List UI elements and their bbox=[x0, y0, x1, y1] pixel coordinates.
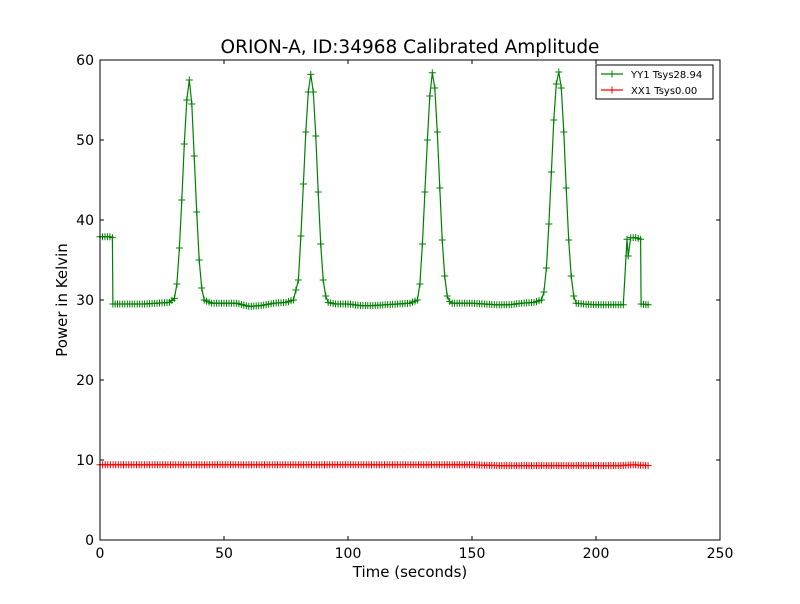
x-axis-label: Time (seconds) bbox=[352, 563, 468, 581]
chart-title: ORION-A, ID:34968 Calibrated Amplitude bbox=[221, 37, 600, 58]
legend-label: YY1 Tsys28.94 bbox=[630, 70, 702, 81]
data-point bbox=[433, 128, 441, 136]
data-point bbox=[431, 84, 439, 92]
y-tick-label: 0 bbox=[85, 533, 94, 549]
y-tick-label: 60 bbox=[76, 53, 94, 69]
data-point bbox=[299, 180, 307, 188]
data-point bbox=[537, 296, 545, 304]
data-point bbox=[297, 232, 305, 240]
data-point bbox=[552, 80, 560, 88]
data-point bbox=[185, 76, 193, 84]
data-point bbox=[292, 286, 300, 294]
data-point bbox=[567, 272, 575, 280]
data-point bbox=[175, 244, 183, 252]
data-point bbox=[441, 272, 449, 280]
data-point bbox=[309, 88, 317, 96]
data-point bbox=[188, 100, 196, 108]
data-point bbox=[637, 235, 645, 243]
data-point bbox=[570, 292, 578, 300]
series-markers bbox=[96, 68, 652, 310]
data-point bbox=[193, 208, 201, 216]
data-point bbox=[550, 116, 558, 124]
series-layer bbox=[96, 68, 652, 470]
data-point bbox=[623, 235, 631, 243]
legend: YY1 Tsys28.94 XX1 Tsys0.00 bbox=[595, 64, 714, 100]
data-point bbox=[322, 292, 330, 300]
data-point bbox=[173, 280, 181, 288]
data-point bbox=[170, 294, 178, 302]
data-point bbox=[319, 276, 327, 284]
data-point bbox=[423, 136, 431, 144]
data-point bbox=[562, 184, 570, 192]
data-point bbox=[540, 288, 548, 296]
data-point bbox=[436, 184, 444, 192]
data-point bbox=[443, 292, 451, 300]
data-point bbox=[565, 236, 573, 244]
data-point bbox=[619, 301, 627, 309]
data-point bbox=[644, 301, 652, 309]
data-point bbox=[557, 84, 565, 92]
x-tick-label: 250 bbox=[707, 546, 734, 562]
data-point bbox=[542, 264, 550, 272]
data-point bbox=[195, 256, 203, 264]
y-tick-label: 50 bbox=[76, 133, 94, 149]
data-point bbox=[555, 68, 563, 76]
legend-label: XX1 Tsys0.00 bbox=[631, 86, 697, 97]
data-point bbox=[421, 188, 429, 196]
data-point bbox=[190, 152, 198, 160]
data-point bbox=[198, 284, 206, 292]
x-tick-label: 100 bbox=[335, 546, 362, 562]
data-point bbox=[418, 240, 426, 248]
data-point bbox=[307, 70, 315, 78]
data-point bbox=[428, 69, 436, 77]
data-point bbox=[438, 236, 446, 244]
legend-box bbox=[595, 64, 714, 100]
data-point bbox=[312, 132, 320, 140]
x-tick-label: 0 bbox=[96, 546, 105, 562]
y-tick-label: 30 bbox=[76, 293, 94, 309]
data-point bbox=[317, 240, 325, 248]
data-point bbox=[178, 196, 186, 204]
legend-item-2: XX1 Tsys0.00 bbox=[601, 86, 697, 97]
y-tick-label: 10 bbox=[76, 453, 94, 469]
data-point bbox=[547, 168, 555, 176]
data-point bbox=[314, 188, 322, 196]
y-tick-label: 40 bbox=[76, 213, 94, 229]
series-1 bbox=[96, 68, 652, 310]
data-point bbox=[302, 128, 310, 136]
legend-swatch-marker bbox=[608, 70, 616, 78]
data-point bbox=[294, 276, 302, 284]
series-markers bbox=[96, 461, 652, 470]
data-point bbox=[560, 128, 568, 136]
data-point bbox=[624, 252, 632, 260]
data-point bbox=[289, 296, 297, 304]
x-tick-label: 150 bbox=[459, 546, 486, 562]
data-point bbox=[416, 280, 424, 288]
x-tick-label: 200 bbox=[583, 546, 610, 562]
y-tick-label: 20 bbox=[76, 373, 94, 389]
data-point bbox=[183, 96, 191, 104]
x-tick-label: 50 bbox=[215, 546, 233, 562]
data-point bbox=[426, 92, 434, 100]
axes-layer: 0 50 100 150 200 250 0 10 20 30 40 50 60 bbox=[76, 53, 733, 562]
data-point bbox=[644, 462, 652, 470]
data-point bbox=[545, 220, 553, 228]
data-point bbox=[413, 296, 421, 304]
y-axis-label: Power in Kelvin bbox=[53, 243, 71, 357]
data-point bbox=[108, 234, 116, 242]
data-point bbox=[180, 140, 188, 148]
legend-item-1: YY1 Tsys28.94 bbox=[601, 70, 702, 81]
series-2 bbox=[96, 461, 652, 470]
legend-swatch-marker bbox=[608, 86, 616, 94]
